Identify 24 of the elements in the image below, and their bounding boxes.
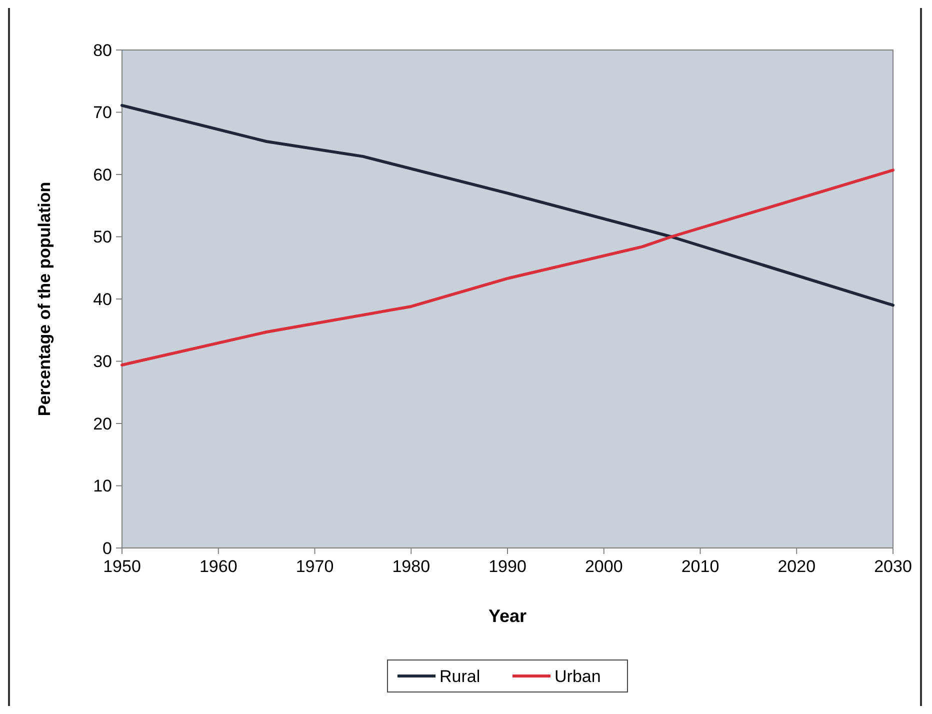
y-tick-label: 60 — [93, 165, 112, 184]
x-tick-label: 1990 — [488, 557, 526, 576]
legend-label: Rural — [440, 666, 480, 686]
y-tick-label: 70 — [93, 103, 112, 122]
x-tick-label: 1950 — [103, 557, 141, 576]
y-tick-label: 40 — [93, 290, 112, 309]
y-tick-label: 80 — [93, 40, 112, 60]
x-tick-label: 2010 — [681, 557, 720, 576]
y-tick-label: 0 — [102, 538, 112, 558]
y-tick-label: 50 — [93, 228, 112, 247]
line-series — [120, 168, 894, 366]
x-tick-label: 2030 — [874, 557, 912, 576]
y-tick-label: 20 — [93, 414, 112, 434]
y-tick-label: 30 — [93, 352, 112, 372]
line-series — [120, 104, 894, 307]
x-tick-label: 1960 — [199, 557, 238, 576]
legend-label: Urban — [554, 666, 601, 686]
y-axis-title: Percentage of the population — [35, 182, 54, 416]
x-tick-label: 1980 — [392, 557, 430, 576]
x-tick-label: 2000 — [584, 557, 623, 576]
x-axis-title: Year — [488, 606, 527, 626]
y-tick-label: 10 — [93, 476, 112, 496]
x-tick-label: 2020 — [778, 557, 816, 576]
x-tick-label: 1970 — [296, 557, 334, 576]
